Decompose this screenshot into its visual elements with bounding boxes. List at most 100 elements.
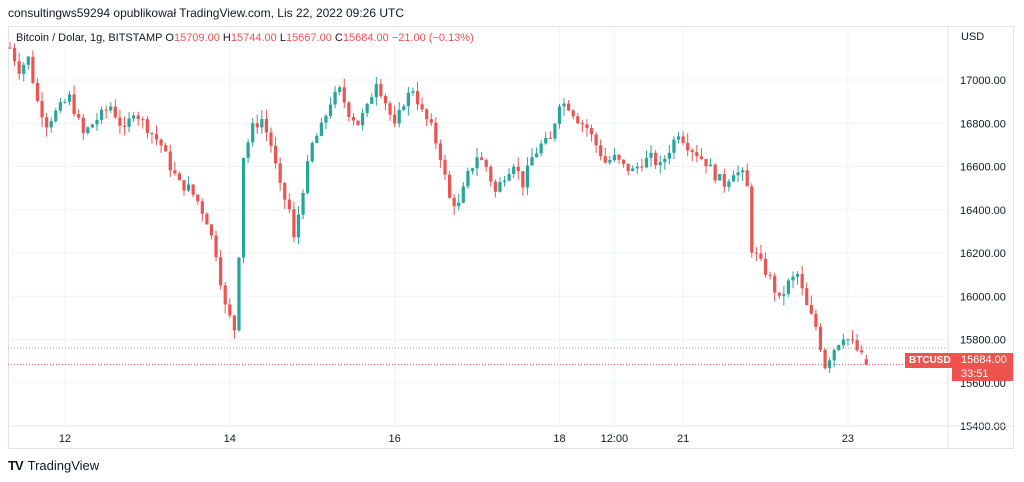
candle (397, 102, 401, 128)
candle (122, 116, 127, 136)
candle-body (278, 163, 282, 183)
candle (411, 87, 415, 96)
candle (470, 167, 475, 175)
candle (86, 126, 90, 136)
candle (741, 167, 745, 181)
candle (603, 147, 607, 164)
candle-body (855, 340, 859, 351)
candle-body (516, 166, 520, 172)
candle-body (768, 274, 772, 276)
open-label: O (165, 32, 174, 44)
candle (278, 157, 282, 191)
candle-body (333, 91, 337, 105)
candle (580, 120, 584, 133)
candle-body (118, 117, 122, 126)
candle (159, 138, 163, 153)
candle-body (260, 118, 264, 128)
candle-body (81, 117, 85, 133)
candle-body (154, 134, 159, 140)
candle-body (809, 305, 813, 314)
candle-body (283, 182, 287, 200)
candle-body (580, 123, 584, 125)
candle (283, 182, 287, 210)
candle (360, 108, 365, 131)
candle (557, 103, 562, 129)
candle (141, 116, 145, 129)
candle (12, 43, 17, 67)
candle (512, 163, 516, 179)
candle-body (104, 109, 108, 111)
candle-body (763, 258, 768, 275)
time-axis: 12 14 16 18 12:00 21 23 (59, 433, 854, 445)
candle (475, 147, 479, 177)
candle (498, 177, 502, 193)
symbol-name: Bitcoin / Dolar, 1g, BITSTAMP (16, 32, 163, 44)
candle-body (264, 118, 269, 133)
candle (54, 107, 58, 123)
candle-body (205, 213, 209, 225)
candle-body (814, 313, 818, 327)
candle-body (159, 139, 163, 146)
candle (850, 330, 855, 345)
price-tick-label: 16400.00 (960, 205, 1006, 217)
candle-body (67, 94, 72, 102)
candle (301, 189, 305, 220)
candle (553, 122, 557, 142)
candle-body (585, 124, 589, 129)
candle-body (196, 194, 200, 202)
candle (841, 333, 845, 349)
candle (576, 113, 580, 125)
candle (351, 113, 356, 126)
candle-body (420, 104, 424, 110)
candle-body (173, 170, 177, 174)
candle-body (837, 345, 841, 350)
candle-body (228, 304, 232, 316)
candle-body (686, 142, 690, 151)
candle-body (708, 164, 713, 167)
candle-body (612, 154, 617, 161)
price-chart[interactable]: 15400.0015600.0015800.0016000.0016200.00… (8, 26, 1014, 449)
brand-footer[interactable]: TV TradingView (8, 458, 99, 473)
candle (370, 93, 374, 105)
candle (292, 201, 296, 243)
candle-body (544, 137, 548, 144)
candle-body (470, 168, 475, 171)
price-tick-label: 16000.00 (960, 291, 1006, 303)
candle (525, 157, 530, 195)
candle (415, 82, 420, 111)
candle-body (141, 119, 145, 121)
candle-body (860, 350, 864, 353)
price-tick-label: 15800.00 (960, 335, 1006, 347)
candle (818, 323, 823, 353)
candle-body (438, 143, 443, 160)
candle-body (95, 119, 99, 125)
price-tick-label: 16800.00 (960, 118, 1006, 130)
candle-body (539, 143, 543, 154)
chart-frame (8, 26, 1014, 449)
candle (26, 55, 30, 70)
candle (260, 110, 264, 134)
candle (132, 112, 136, 122)
candle (589, 124, 594, 142)
candle-body (864, 359, 868, 365)
candle-body (805, 288, 809, 306)
candle (823, 348, 827, 370)
candle-body (109, 106, 113, 111)
candle (127, 112, 131, 133)
close-value: 15684.00 (342, 32, 389, 44)
low-value: 15667.00 (285, 32, 332, 44)
candle (45, 113, 49, 137)
candle (40, 91, 44, 127)
candle-body (415, 91, 420, 105)
candle (402, 104, 406, 112)
candle-body (695, 151, 699, 157)
candle-body (777, 292, 781, 296)
candle (484, 158, 488, 172)
candle-body (846, 339, 850, 341)
candle (718, 173, 722, 181)
candle (617, 153, 621, 165)
symbol-tag: BTCUSD (905, 353, 955, 368)
candle (795, 271, 800, 285)
candle (67, 90, 72, 106)
candle-body (626, 163, 630, 172)
